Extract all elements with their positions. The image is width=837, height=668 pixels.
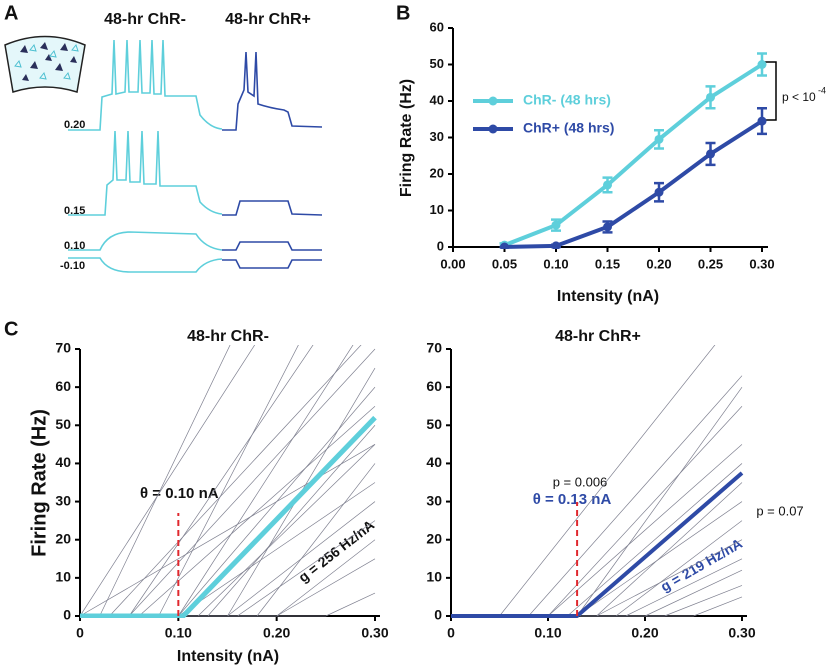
series-line	[451, 569, 743, 617]
p-value: p = 0.006	[553, 474, 608, 489]
series-line	[80, 367, 376, 617]
series-line	[80, 345, 256, 617]
y-tick-label: 20	[55, 530, 71, 546]
x-tick-label: 0	[76, 625, 84, 641]
marker	[603, 222, 612, 232]
legend-marker	[488, 96, 498, 106]
y-axis-label: Firing Rate (Hz)	[398, 79, 415, 197]
x-tick-label: 0.10	[543, 256, 568, 271]
plot-area	[499, 52, 767, 249]
legend-marker	[488, 124, 498, 134]
marker	[551, 241, 561, 249]
marker	[654, 187, 664, 197]
marker	[500, 242, 509, 249]
y-tick-label: 10	[426, 569, 442, 585]
x-tick-label: 0.05	[492, 256, 517, 271]
series-line	[451, 539, 743, 617]
significance-bracket	[760, 61, 777, 121]
series-line	[80, 386, 376, 617]
y-tick-label: 0	[63, 607, 71, 623]
x-tick-label: 0.20	[263, 625, 290, 641]
gain-label: g = 219 Hz/nA	[658, 535, 745, 595]
y-tick-label: 0	[437, 238, 444, 253]
y-tick-label: 30	[430, 129, 444, 144]
panel-label: A	[4, 2, 18, 24]
y-tick-label: 50	[430, 56, 444, 71]
y-tick-label: 50	[55, 416, 71, 432]
x-tick-label: 0.00	[440, 256, 465, 271]
y-tick-label: 20	[426, 530, 442, 546]
chart-title: 48-hr ChR-	[187, 328, 269, 345]
y-tick-label: 60	[430, 19, 444, 34]
trace-label: -0.10	[60, 260, 85, 272]
series-line	[80, 444, 376, 617]
x-axis-label: Intensity (nA)	[177, 648, 279, 665]
marker	[757, 60, 767, 69]
y-tick-label: 70	[426, 340, 442, 356]
y-axis-label: Firing Rate (Hz)	[28, 409, 50, 557]
y-tick-label: 20	[430, 165, 444, 180]
marker	[757, 116, 767, 126]
plot-area	[80, 345, 377, 618]
x-tick-label: 0.30	[728, 625, 755, 641]
x-tick-label: 0.10	[534, 625, 561, 641]
series-line	[80, 415, 377, 618]
marker	[654, 134, 664, 144]
y-tick-label: 60	[55, 378, 71, 394]
x-tick-label: 0.20	[646, 256, 671, 271]
x-tick-label: 0.30	[749, 256, 774, 271]
x-tick-label: 0.10	[165, 625, 192, 641]
x-tick-label: 0	[447, 625, 455, 641]
x-tick-label: 0.30	[361, 625, 388, 641]
y-tick-label: 0	[434, 607, 442, 623]
y-tick-label: 30	[426, 492, 442, 508]
x-tick-label: 0.20	[631, 625, 658, 641]
threshold-label: θ = 0.13 nA	[533, 491, 612, 508]
y-tick-label: 70	[55, 340, 71, 356]
y-tick-label: 30	[55, 492, 71, 508]
y-tick-label: 50	[426, 416, 442, 432]
series-line	[504, 119, 764, 249]
p-value: p < 10	[782, 90, 816, 104]
y-tick-label: 10	[430, 202, 444, 217]
trace-label: 0.10	[64, 240, 85, 252]
panel-a-title: 48-hr ChR+	[225, 11, 311, 28]
panel-label: C	[4, 318, 18, 340]
trace-label: 0.15	[64, 205, 85, 217]
panel-label: B	[396, 2, 410, 24]
x-tick-label: 0.15	[595, 256, 620, 271]
x-tick-label: 0.25	[698, 256, 723, 271]
y-tick-label: 40	[55, 454, 71, 470]
p-value: p = 0.07	[756, 503, 803, 518]
series-line	[80, 592, 376, 617]
y-tick-label: 10	[55, 569, 71, 585]
marker	[706, 149, 715, 159]
legend-label: ChR- (48 hrs)	[523, 92, 611, 108]
trace-label: 0.20	[64, 119, 85, 131]
y-tick-label: 40	[430, 92, 444, 107]
legend-label: ChR+ (48 hrs)	[523, 120, 614, 136]
voltage-traces	[68, 39, 323, 273]
x-axis-label: Intensity (nA)	[557, 288, 659, 305]
marker	[706, 92, 715, 102]
threshold-label: θ = 0.10 nA	[140, 485, 219, 502]
panel-a-title: 48-hr ChR-	[104, 11, 186, 28]
y-tick-label: 40	[426, 454, 442, 470]
series-line	[503, 62, 764, 248]
chart-title: 48-hr ChR+	[555, 328, 641, 345]
y-tick-label: 60	[426, 378, 442, 394]
marker	[603, 180, 612, 190]
slice-icon	[4, 35, 86, 93]
marker	[551, 220, 561, 230]
p-value-exponent: -4	[818, 85, 826, 95]
